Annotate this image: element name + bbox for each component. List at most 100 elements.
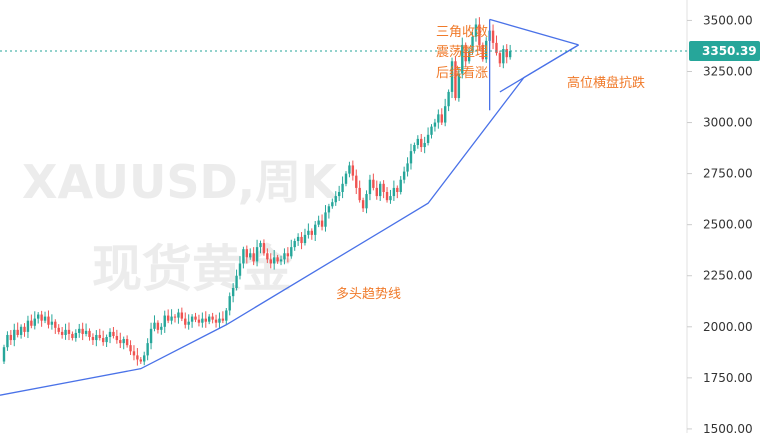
candle-body xyxy=(105,337,108,343)
candle xyxy=(358,180,361,203)
sideways-annotation: 高位横盘抗跌 xyxy=(567,75,645,91)
candle xyxy=(314,220,317,242)
candle xyxy=(57,324,60,335)
candle-body xyxy=(238,263,242,276)
candle xyxy=(163,310,166,333)
candle xyxy=(101,330,105,346)
candle-body xyxy=(423,142,426,148)
candle-body xyxy=(351,165,355,176)
candle-body xyxy=(303,234,307,244)
candle-body xyxy=(320,220,324,227)
y-tick-label: 2250.00 xyxy=(703,269,753,283)
candle-body xyxy=(122,339,125,344)
candle xyxy=(351,160,355,181)
candle-body xyxy=(211,316,214,320)
candle xyxy=(143,351,146,366)
y-tick-label: 3250.00 xyxy=(703,64,753,78)
candle-body xyxy=(365,194,368,209)
candle-body xyxy=(26,320,30,332)
candle xyxy=(9,330,13,345)
candle xyxy=(160,323,163,335)
candle-body xyxy=(505,49,508,58)
candle-body xyxy=(50,321,54,325)
candle-body xyxy=(78,328,81,333)
candle xyxy=(433,118,437,132)
candle-body xyxy=(30,320,33,326)
candle xyxy=(310,228,313,240)
candle-body xyxy=(184,318,187,325)
candle xyxy=(67,322,71,341)
candle-body xyxy=(64,329,67,335)
candle xyxy=(365,190,368,214)
candle-body xyxy=(2,347,6,362)
candle-body xyxy=(467,51,471,62)
candle xyxy=(156,320,160,334)
candle xyxy=(194,312,197,323)
candle-body xyxy=(443,106,447,123)
candle-body xyxy=(166,315,170,321)
candle xyxy=(88,328,91,341)
candle-body xyxy=(37,314,40,319)
candle-body xyxy=(153,322,156,329)
candle xyxy=(184,312,187,329)
candle xyxy=(231,283,235,303)
price-axis[interactable]: 3500.00 3250.00 3000.00 2750.00 2500.00 2250.… xyxy=(687,13,753,433)
candle-body xyxy=(269,259,272,264)
candle xyxy=(399,176,402,195)
candle xyxy=(491,24,495,50)
candle xyxy=(33,311,36,330)
candles xyxy=(2,17,512,366)
candle xyxy=(47,310,50,329)
candle-body xyxy=(382,183,385,192)
candle-body xyxy=(252,253,255,262)
candle xyxy=(197,314,201,327)
candle-body xyxy=(201,318,204,323)
candle xyxy=(105,334,108,348)
current-price-label: 3350.39 xyxy=(702,44,757,58)
candle xyxy=(37,312,40,324)
candle xyxy=(337,185,341,201)
candle xyxy=(204,311,207,328)
candle-body xyxy=(437,114,440,123)
candle-body xyxy=(19,326,23,335)
candle-body xyxy=(9,334,13,341)
candle-body xyxy=(361,200,365,209)
candle-body xyxy=(190,316,194,322)
candle xyxy=(43,311,47,324)
candle xyxy=(461,37,464,79)
candle xyxy=(454,56,457,101)
candle xyxy=(481,42,484,62)
candle-body xyxy=(440,114,443,123)
candle-body xyxy=(290,247,293,257)
candle-body xyxy=(13,329,16,341)
candle xyxy=(71,331,74,341)
candle-body xyxy=(101,338,105,343)
candle-body xyxy=(221,318,225,321)
candle-body xyxy=(348,165,351,174)
candle-body xyxy=(358,187,361,201)
candle-body xyxy=(307,230,310,235)
candle-body xyxy=(279,259,283,262)
y-tick-label: 2500.00 xyxy=(703,218,753,232)
candle-body xyxy=(396,187,399,192)
candle-body xyxy=(300,236,303,244)
candle-body xyxy=(194,316,197,320)
candle xyxy=(420,133,423,152)
candle-body xyxy=(296,236,300,242)
triangle-upper-line xyxy=(489,18,579,46)
candle xyxy=(443,98,447,127)
candle-body xyxy=(402,171,406,180)
candle xyxy=(125,335,129,348)
candle-body xyxy=(481,44,484,60)
candle xyxy=(180,307,184,322)
candle xyxy=(112,326,115,339)
candle-body xyxy=(88,330,91,338)
candle-body xyxy=(406,163,409,172)
candle-body xyxy=(372,179,375,188)
candle xyxy=(396,185,399,199)
candle xyxy=(279,255,283,266)
candle-body xyxy=(276,257,279,262)
candle xyxy=(361,197,365,213)
candle xyxy=(296,233,300,246)
